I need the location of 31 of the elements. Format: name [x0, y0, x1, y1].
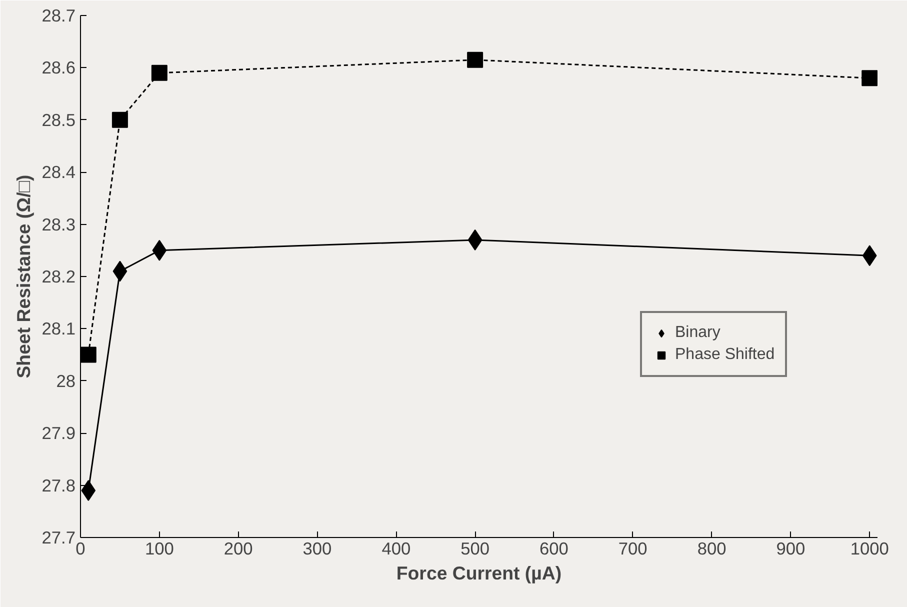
- x-tick-label: 800: [697, 538, 726, 558]
- x-tick-label: 400: [382, 538, 411, 558]
- y-tick-label: 28.7: [42, 6, 76, 26]
- x-tick-label: 200: [224, 538, 253, 558]
- y-tick-label: 27.7: [42, 528, 76, 548]
- x-tick-label: 600: [540, 538, 568, 558]
- x-tick-label: 1000: [850, 538, 889, 558]
- y-tick-label: 28.4: [42, 162, 76, 182]
- y-axis-title: Sheet Resistance (Ω/□): [12, 174, 34, 378]
- y-tick-label: 28.5: [42, 110, 76, 130]
- point: [151, 64, 168, 81]
- y-tick-label: 28.6: [42, 58, 76, 78]
- x-tick-label: 100: [144, 538, 174, 558]
- x-tick-label: 700: [618, 538, 648, 558]
- x-axis-title: Force Current (µA): [396, 562, 562, 584]
- x-tick-label: 300: [302, 538, 332, 558]
- x-tick-label: 0: [76, 538, 86, 558]
- y-tick-label: 27.8: [42, 475, 76, 496]
- point: [862, 70, 878, 86]
- legend-label: Phase Shifted: [675, 346, 775, 364]
- y-tick-label: 28.2: [42, 266, 76, 286]
- point: [467, 52, 484, 68]
- x-tick-label: 500: [460, 538, 490, 558]
- x-tick-label: 900: [776, 538, 806, 558]
- y-tick-label: 28.1: [42, 318, 76, 339]
- y-tick-label: 28.3: [42, 214, 76, 234]
- y-tick-label: 27.9: [42, 423, 76, 444]
- point: [80, 346, 96, 363]
- legend-label: Binary: [675, 324, 720, 342]
- point: [112, 112, 128, 128]
- y-tick-label: 28: [56, 370, 76, 391]
